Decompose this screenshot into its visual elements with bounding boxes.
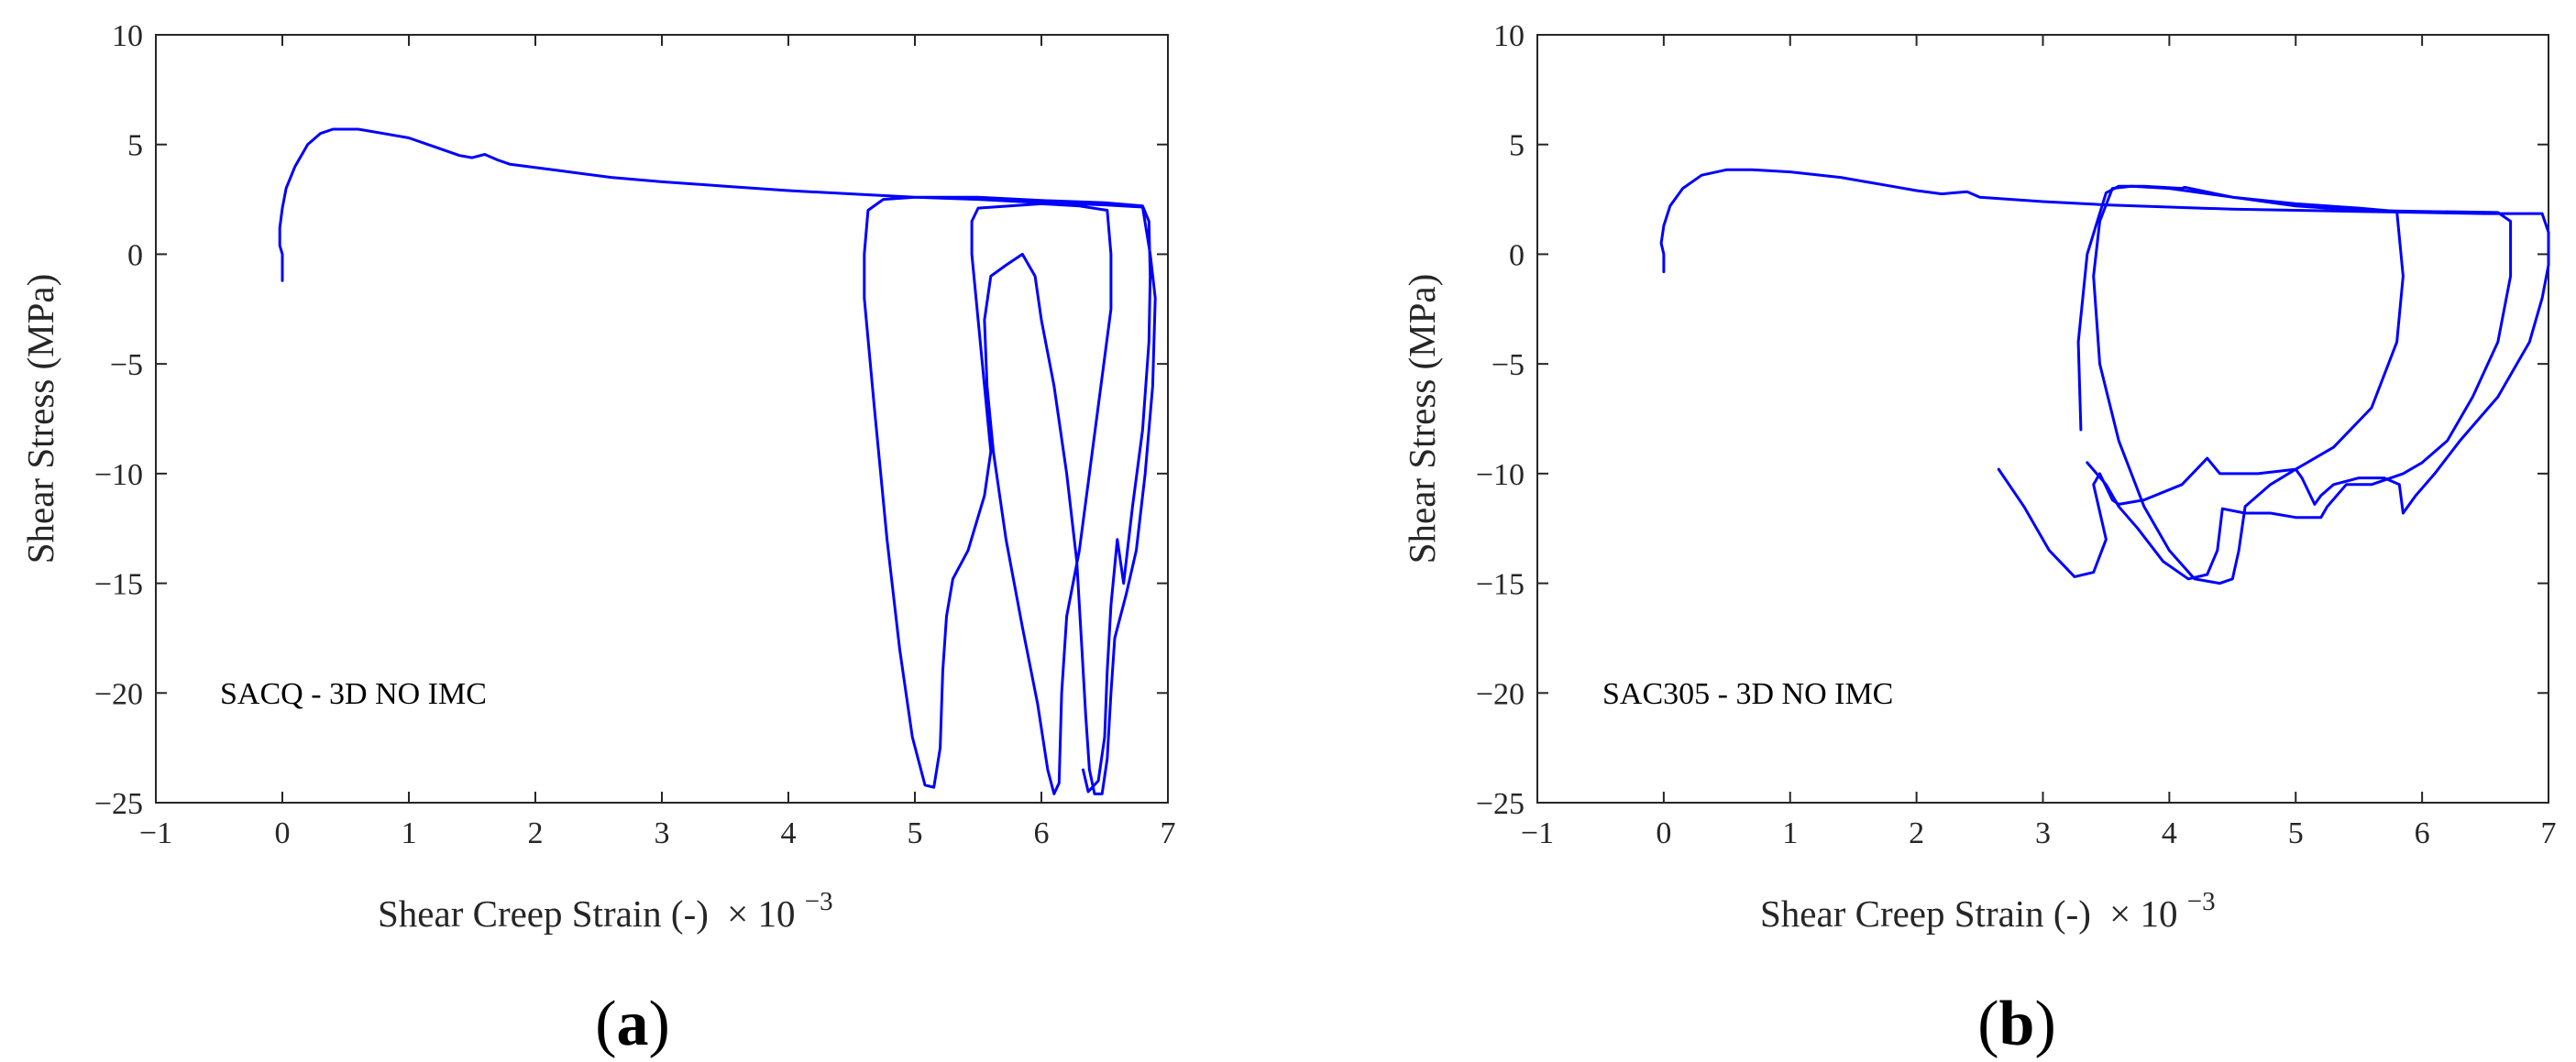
- panel-letter-a: a: [617, 989, 649, 1059]
- xscale-base-a: × 10: [727, 892, 795, 935]
- xtick-label: 5: [2288, 816, 2304, 850]
- series-line-SAC305: [2076, 184, 2513, 581]
- ytick-label: 0: [127, 238, 143, 272]
- xtick-label: 6: [1034, 816, 1050, 850]
- ytick-label: −20: [1476, 677, 1525, 711]
- axes-box-a: [155, 34, 1169, 804]
- ytick-label: 10: [1493, 19, 1525, 53]
- series-line-SAC305: [1659, 168, 2550, 586]
- xlabel-b: Shear Creep Strain (-) × 10 −3: [1760, 887, 2216, 935]
- xlabel-text-b: Shear Creep Strain (-): [1760, 892, 2091, 935]
- ytick-label: −15: [1476, 568, 1525, 602]
- ylabel-b: Shear Stress (MPa): [1401, 274, 1443, 564]
- ytick-label: 0: [1509, 238, 1525, 272]
- xtick-label: 4: [2162, 816, 2177, 850]
- ytick-label: 5: [127, 129, 143, 163]
- xlabel-text-a: Shear Creep Strain (-): [378, 892, 709, 935]
- ytick-label: −5: [1492, 348, 1525, 382]
- xtick-label: −1: [1521, 816, 1554, 850]
- ytick-label: 10: [112, 19, 143, 53]
- ytick-label: −10: [94, 458, 143, 492]
- xtick-label: 2: [528, 816, 544, 850]
- annotation-b: SAC305 - 3D NO IMC: [1602, 677, 1893, 711]
- xtick-label: 6: [2415, 816, 2430, 850]
- ylabel-a: Shear Stress (MPa): [19, 274, 61, 564]
- ytick-label: −25: [1476, 787, 1525, 821]
- ytick-label: −20: [94, 677, 143, 711]
- axes-box-b: [1536, 34, 2549, 804]
- ytick-label: −25: [94, 787, 143, 821]
- panel-label-a: (a): [595, 989, 670, 1059]
- annotation-a: SACQ - 3D NO IMC: [220, 677, 487, 711]
- xtick-label: 7: [2541, 816, 2557, 850]
- xscale-exp-b: −3: [2187, 887, 2216, 916]
- ytick-label: −10: [1476, 458, 1525, 492]
- curves-a: [278, 127, 1157, 795]
- xtick-label: 5: [908, 816, 923, 850]
- xtick-label: 3: [655, 816, 670, 850]
- xtick-label: 1: [1782, 816, 1798, 850]
- panel-label-b: (b): [1977, 989, 2056, 1059]
- xtick-label: −1: [139, 816, 172, 850]
- ytick-label: −15: [94, 568, 143, 602]
- xscale-exp-a: −3: [805, 887, 833, 916]
- ytick-label: −5: [110, 348, 143, 382]
- xtick-label: 7: [1161, 816, 1176, 850]
- xtick-label: 0: [1656, 816, 1671, 850]
- xtick-label: 4: [781, 816, 797, 850]
- xtick-label: 0: [275, 816, 291, 850]
- xlabel-a: Shear Creep Strain (-) × 10 −3: [378, 887, 833, 935]
- xtick-label: 3: [2035, 816, 2051, 850]
- xscale-base-b: × 10: [2109, 892, 2177, 935]
- xtick-label: 2: [1909, 816, 1924, 850]
- ytick-label: 5: [1509, 129, 1525, 163]
- xtick-label: 1: [402, 816, 417, 850]
- series-line-SACQ: [278, 127, 1157, 795]
- panel-letter-b: b: [1999, 989, 2035, 1059]
- curves-b: [1659, 168, 2550, 586]
